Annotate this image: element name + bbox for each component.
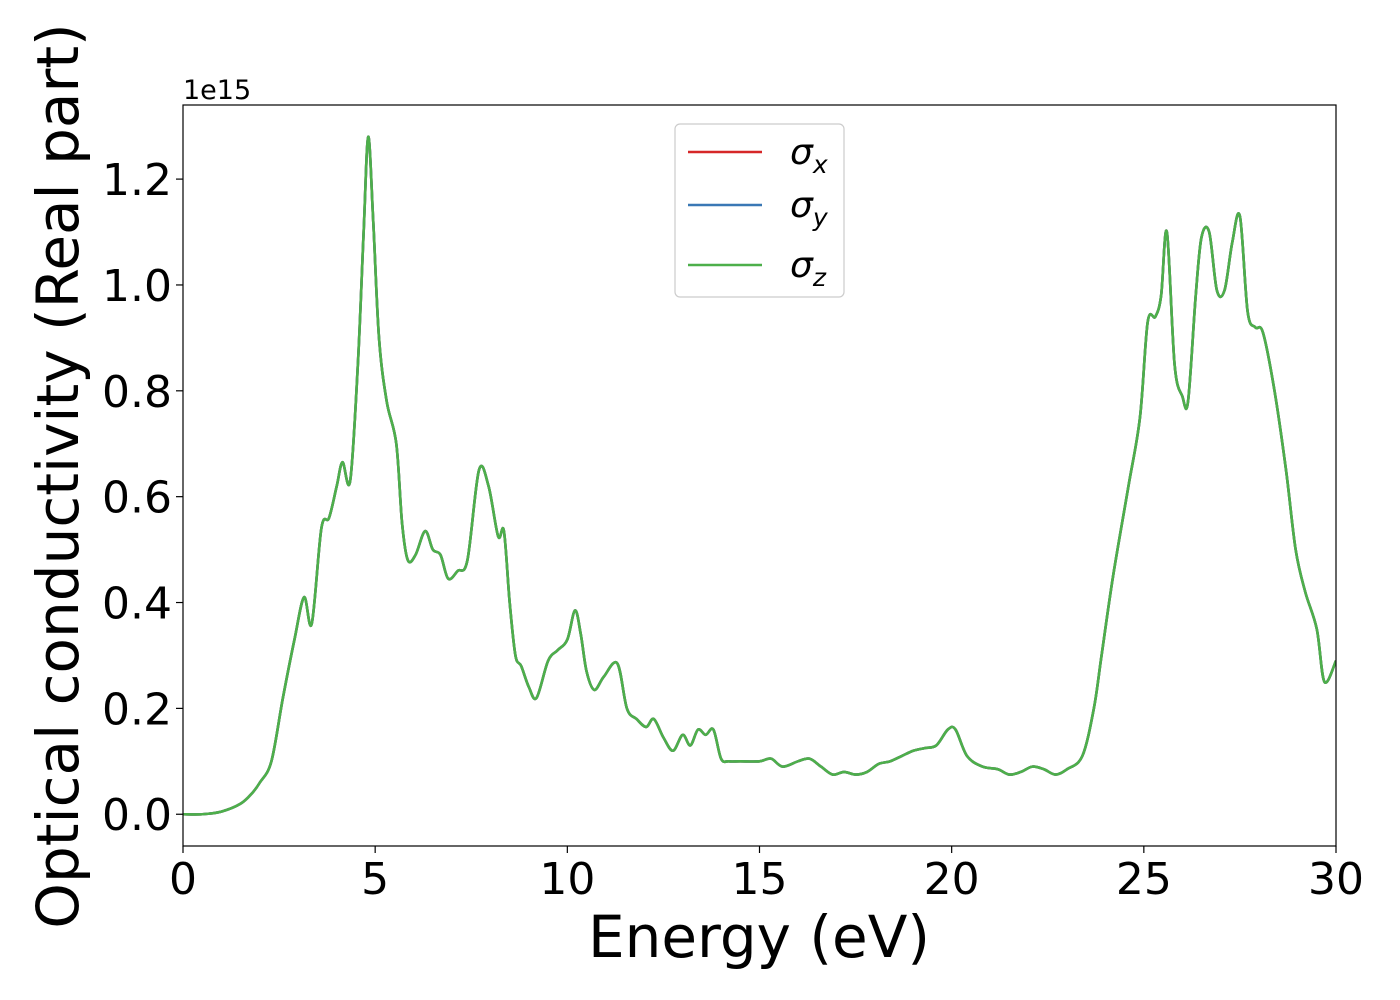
legend-label-x: σx	[790, 132, 828, 179]
series-line-z	[183, 135, 1336, 816]
x-axis: 0 5 10 15 20 25 30	[169, 846, 1364, 905]
x-tick-label: 20	[924, 854, 980, 905]
y-axis: 0.0 0.2 0.4 0.6 0.8 1.0 1.2	[102, 155, 183, 841]
x-tick-label: 25	[1116, 854, 1172, 905]
legend-label-z: σz	[790, 245, 827, 292]
plot-area	[183, 135, 1336, 816]
x-axis-title: Energy (eV)	[588, 903, 930, 971]
y-tick-label: 0.8	[102, 367, 172, 418]
legend-label-y: σy	[790, 185, 829, 232]
x-tick-label: 30	[1308, 854, 1364, 905]
y-tick-label: 0.6	[102, 473, 172, 524]
y-tick-label: 1.2	[102, 155, 172, 206]
legend-frame	[674, 123, 845, 298]
x-tick-label: 0	[169, 854, 197, 905]
legend: σx σy σz	[674, 123, 845, 298]
x-tick-label: 15	[732, 854, 788, 905]
x-tick-label: 5	[361, 854, 389, 905]
y-tick-label: 0.0	[102, 790, 172, 841]
x-tick-label: 10	[539, 854, 595, 905]
y-axis-title: Optical conductivity (Real part)	[24, 23, 92, 928]
y-tick-label: 0.2	[102, 684, 172, 735]
y-tick-label: 1.0	[102, 261, 172, 312]
y-tick-label: 0.4	[102, 579, 172, 630]
y-offset-text: 1e15	[183, 75, 251, 106]
